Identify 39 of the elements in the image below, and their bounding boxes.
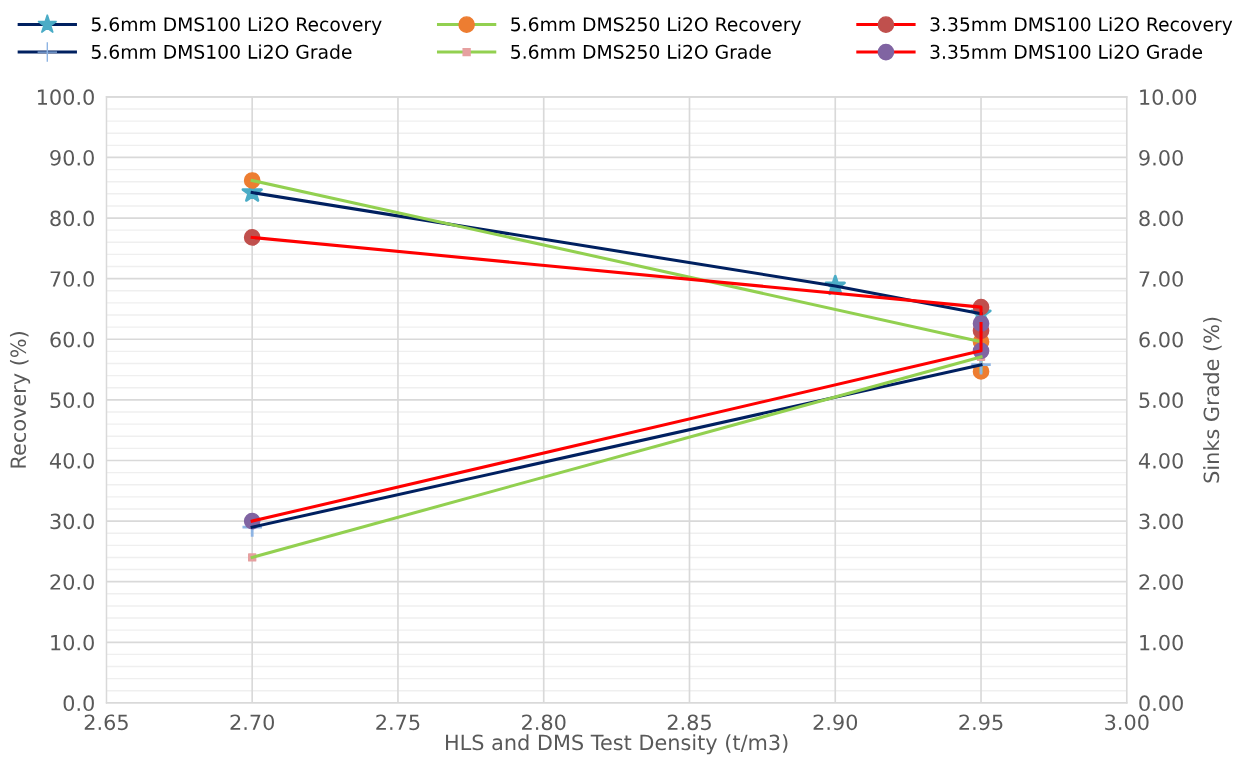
x-axis-title: HLS and DMS Test Density (t/m3) <box>446 734 788 755</box>
y-tick-label: 20.0 <box>50 574 94 590</box>
y-axis-title: Recovery (%) <box>9 332 31 468</box>
y2-tick-label: 2.00 <box>1139 574 1183 590</box>
legend-label: 3.35mm DMS100 Li2O Recovery <box>930 16 1233 36</box>
y2-tick-label: 8.00 <box>1139 210 1183 227</box>
legend-label: 5.6mm DMS100 Li2O Recovery <box>91 16 382 36</box>
y2-tick-label: 4.00 <box>1138 452 1183 469</box>
legend-label: 5.6mm DMS250 Li2O Grade <box>511 44 771 59</box>
x-tick-label: 2.80 <box>522 714 566 731</box>
legend-label: 3.35mm DMS100 Li2O Grade <box>930 44 1203 59</box>
y-tick-label: 60.0 <box>50 331 94 348</box>
legend-label: 5.6mm DMS250 Li2O Recovery <box>511 16 802 36</box>
y-tick-label: 80.0 <box>50 210 94 227</box>
y-tick-label: 70.0 <box>50 271 94 287</box>
y2-tick-label: 3.00 <box>1139 513 1183 530</box>
x-tick-label: 2.90 <box>813 714 858 731</box>
legend-label: 5.6mm DMS100 Li2O Grade <box>91 44 352 59</box>
y-tick-label: 40.0 <box>49 452 94 469</box>
y-tick-label: 30.0 <box>50 513 94 530</box>
y-tick-label: 50.0 <box>50 392 94 409</box>
y2-tick-label: 9.00 <box>1139 149 1183 166</box>
y2-tick-label: 1.00 <box>1140 634 1183 651</box>
y2-tick-label: 10.00 <box>1140 89 1197 106</box>
x-tick-label: 2.75 <box>376 714 420 731</box>
x-tick-label: 3.00 <box>1105 714 1149 731</box>
y-tick-label: 0.0 <box>63 695 94 712</box>
y2-tick-label: 7.00 <box>1139 271 1183 287</box>
y-tick-label: 90.0 <box>50 149 94 166</box>
y2-axis-title: Sinks Grade (%) <box>1203 317 1222 483</box>
x-tick-label: 2.95 <box>959 714 1003 731</box>
y-tick-label: 100.0 <box>37 89 94 106</box>
x-tick-label: 2.70 <box>230 714 274 731</box>
y2-tick-label: 5.00 <box>1139 392 1183 409</box>
y-tick-label: 10.0 <box>51 634 94 651</box>
x-tick-label: 2.85 <box>667 714 711 731</box>
y2-tick-label: 0.00 <box>1139 695 1183 712</box>
x-tick-label: 2.65 <box>84 714 128 731</box>
y2-tick-label: 6.00 <box>1139 331 1183 348</box>
